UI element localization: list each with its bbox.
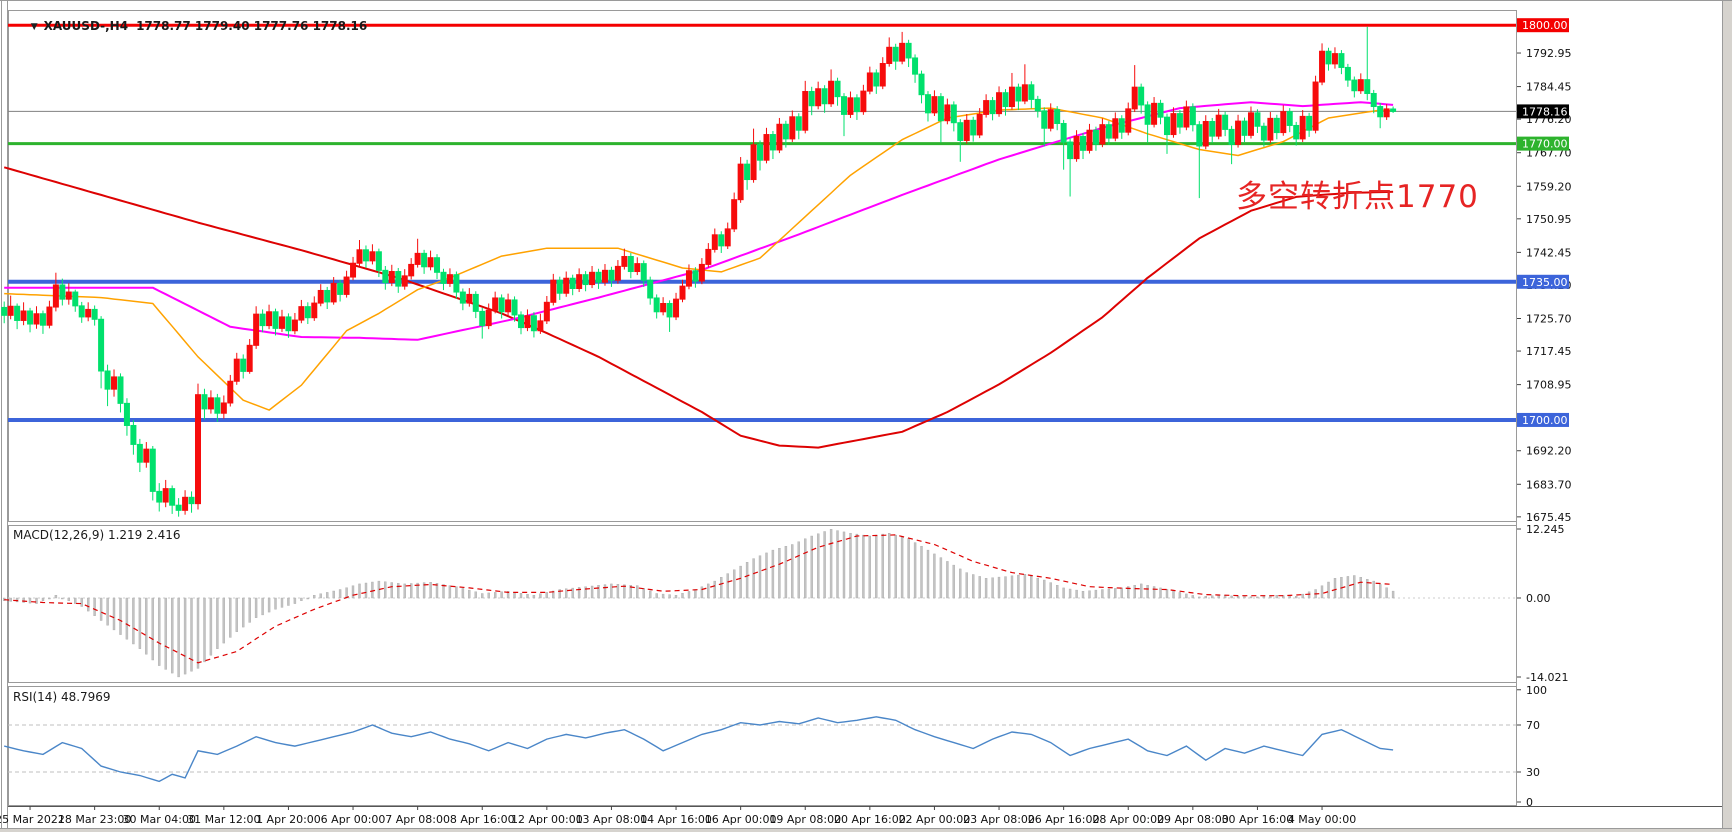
time-tick-label: 28 Mar 23:00 [58,813,131,826]
time-tick-label: 26 Apr 16:00 [1028,813,1100,826]
time-tick-label: 13 Apr 08:00 [576,813,648,826]
rsi-tick-label: 100 [1526,684,1547,697]
panel-borders [8,10,1722,807]
price-tag-1735.00-bg [1517,274,1569,289]
time-tick-label: 23 Apr 08:00 [963,813,1035,826]
price-tick-label: 1784.45 [1526,81,1572,94]
macd-panel[interactable] [3,529,1516,678]
rsi-tick-label: 70 [1526,719,1540,732]
ohlc-values: 1778.77 1779.40 1777.76 1778.16 [136,19,368,33]
price-tag-1700.00-bg [1517,412,1569,427]
price-tick-label: 1717.45 [1526,345,1572,358]
time-tick-label: 30 Mar 04:00 [123,813,196,826]
candles-layer[interactable] [1,26,1397,517]
main-header: ▼ XAUUSD-,H4 1778.77 1779.40 1777.76 1778.… [14,5,368,47]
time-tick-label: 16 Apr 00:00 [705,813,777,826]
time-tick-label: 1 Apr 20:00 [256,813,321,826]
price-tag-1770.00: 1770.00 [1522,138,1568,151]
horizontal-lines[interactable] [8,23,1516,422]
price-tick-label: 1675.45 [1526,511,1572,524]
ma-red-line [3,166,1394,449]
price-tick-label: 1792.95 [1526,47,1572,60]
symbol-label: XAUUSD-,H4 [43,19,129,33]
macd-signal-line [4,534,1394,664]
price-tag-1800.00-bg [1517,18,1569,33]
macd-histogram [3,529,1395,678]
time-tick-label: 28 Apr 00:00 [1092,813,1164,826]
time-tick-label: 19 Apr 08:00 [769,813,841,826]
price-tick-label: 1750.95 [1526,213,1572,226]
ma-orange-line [4,107,1394,411]
time-tick-label: 6 Apr 00:00 [321,813,386,826]
macd-tick-label: 0.00 [1526,592,1551,605]
price-tag-1735.00: 1735.00 [1522,276,1568,289]
price-tick-label: 1692.20 [1526,445,1572,458]
time-tick-label: 4 May 00:00 [1288,813,1356,826]
time-tick-label: 22 Apr 00:00 [899,813,971,826]
macd-indicator-label: MACD(12,26,9) 1.219 2.416 [13,528,181,542]
time-tick-label: 25 Mar 2021 [0,813,65,826]
rsi-tick-label: 30 [1526,766,1540,779]
time-tick-label: 29 Apr 08:00 [1157,813,1229,826]
price-tag-1700.00: 1700.00 [1522,414,1568,427]
time-tick-label: 8 Apr 16:00 [450,813,515,826]
macd-tick-label: -14.021 [1526,671,1568,684]
time-tick-label: 14 Apr 16:00 [640,813,712,826]
current-price-tag: 1778.16 [1522,105,1568,118]
price-tick-label: 1708.95 [1526,379,1572,392]
time-tick-label: 12 Apr 00:00 [511,813,583,826]
price-scale[interactable]: 1792.951784.451776.201767.701759.201750.… [1517,18,1572,809]
rsi-tick-label: 0 [1526,796,1533,809]
price-tag-1800.00: 1800.00 [1522,19,1568,32]
rsi-indicator-label: RSI(14) 48.7969 [13,690,111,704]
time-tick-label: 20 Apr 16:00 [834,813,906,826]
rsi-line [4,716,1394,783]
rsi-panel[interactable] [4,716,1516,783]
time-tick-label: 30 Apr 16:00 [1222,813,1294,826]
price-tick-label: 1759.20 [1526,180,1572,193]
price-tag-1770.00-bg [1517,136,1569,151]
price-tick-label: 1725.70 [1526,312,1572,325]
time-tick-label: 31 Mar 12:00 [187,813,260,826]
time-tick-label: 7 Apr 08:00 [385,813,450,826]
price-tick-label: 1742.45 [1526,246,1572,259]
symbol-dropdown-icon[interactable]: ▼ [30,22,38,32]
price-tick-label: 1683.70 [1526,478,1572,491]
macd-tick-label: 12.245 [1526,523,1565,536]
current-price-tag-bg [1517,104,1569,119]
trend-annotation-text[interactable]: 多空转折点1770 [1236,179,1479,215]
